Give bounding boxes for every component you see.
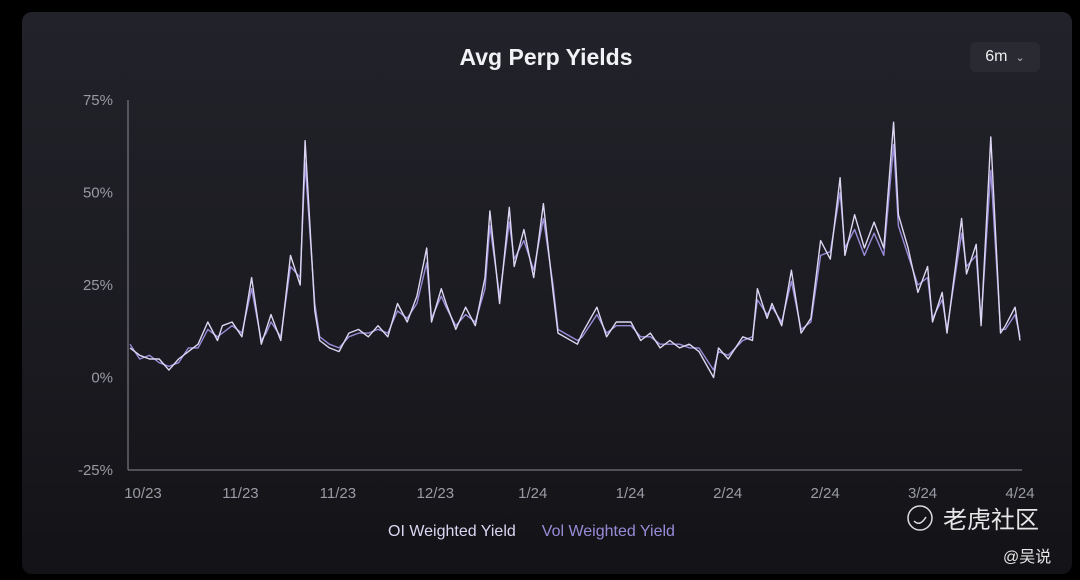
- x-tick-label: 2/24: [811, 485, 840, 502]
- x-tick-label: 3/24: [908, 485, 937, 502]
- range-selector[interactable]: 6m ⌄: [970, 42, 1040, 72]
- watermark-brand: 老虎社区: [943, 507, 1039, 534]
- y-tick-label: 25%: [83, 277, 113, 294]
- watermark: 老虎社区: [905, 500, 1039, 535]
- chart-panel: [22, 12, 1072, 574]
- legend-vol-weighted-yield[interactable]: Vol Weighted Yield: [541, 523, 675, 540]
- tiger-logo-icon: [907, 504, 933, 531]
- range-selector-value: 6m: [985, 48, 1008, 65]
- x-tick-label: 1/24: [616, 485, 645, 502]
- legend: OI Weighted Yield Vol Weighted Yield: [388, 523, 675, 541]
- chart-title: Avg Perp Yields: [459, 44, 633, 70]
- series-line-oi-weighted-yield: [129, 121, 1021, 379]
- x-tick-label: 2/24: [713, 485, 742, 502]
- y-tick-label: 0%: [91, 370, 113, 387]
- x-tick-label: 11/23: [222, 485, 258, 502]
- watermark-user: @吴说: [1003, 549, 1052, 566]
- x-tick-label: 4/24: [1005, 485, 1034, 502]
- x-tick-label: 11/23: [320, 485, 356, 502]
- chevron-down-icon: ⌄: [1015, 51, 1025, 64]
- legend-oi-weighted-yield[interactable]: OI Weighted Yield: [388, 523, 516, 540]
- y-tick-label: 75%: [83, 92, 113, 109]
- x-tick-label: 12/23: [417, 485, 455, 502]
- y-tick-label: -25%: [78, 462, 113, 479]
- x-tick-label: 1/24: [518, 485, 547, 502]
- x-tick-label: 10/23: [124, 485, 162, 502]
- y-tick-label: 50%: [83, 185, 113, 202]
